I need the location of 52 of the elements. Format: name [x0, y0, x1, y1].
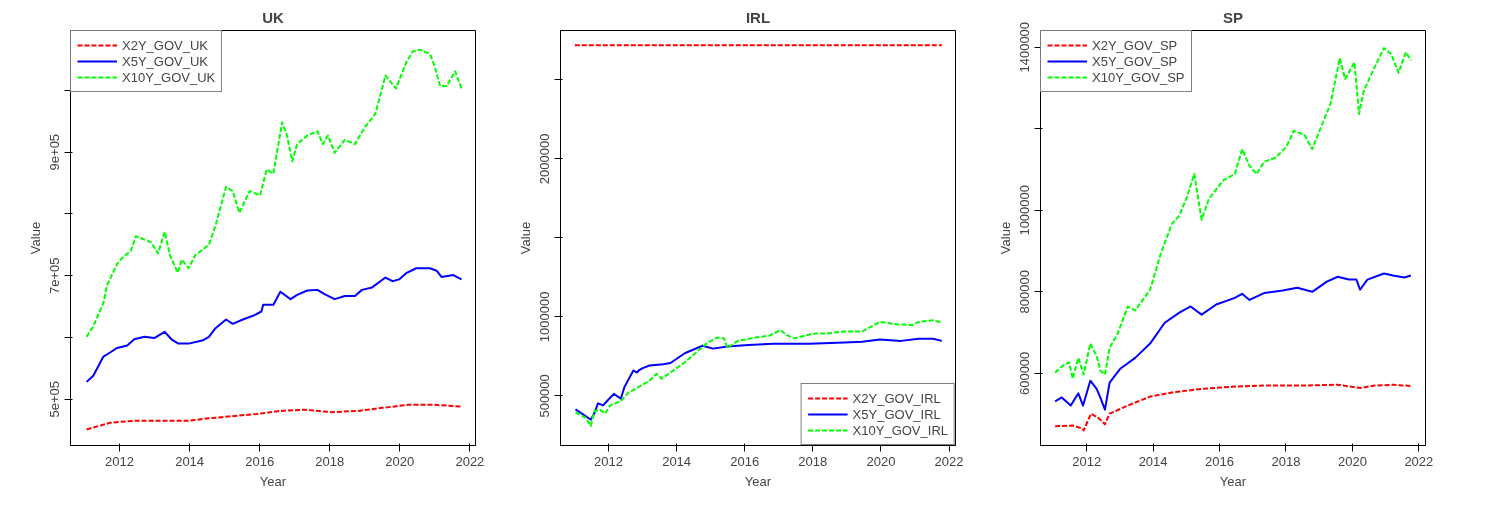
y-axis-title: Value: [997, 221, 1013, 255]
y-tick-label: 800000: [1017, 270, 1033, 314]
chart-title: IRL: [745, 8, 771, 26]
x-tick-label: 2022: [934, 453, 964, 469]
y-tick-label: 2000000: [537, 133, 553, 185]
line-series: [1054, 383, 1412, 432]
x-tick-label: 2016: [1205, 453, 1235, 469]
y-tick-label: 5e+05: [47, 380, 63, 418]
x-axis-title: Year: [1219, 473, 1247, 489]
y-axis-title: Value: [517, 221, 533, 255]
legend-label: X10Y_GOV_SP: [1092, 69, 1185, 85]
y-tick-label: 1000000: [537, 291, 553, 343]
y-tick-label: 1400000: [1017, 21, 1033, 73]
y-tick-label: 7e+05: [47, 257, 63, 294]
chart-title: SP: [1223, 8, 1244, 26]
x-tick-label: 2018: [1271, 453, 1301, 469]
y-tick-label: 9e+05: [47, 133, 63, 171]
line-series: [574, 337, 943, 421]
line-series: [85, 403, 463, 431]
line-series: [574, 319, 943, 427]
x-tick-label: 2018: [798, 453, 828, 469]
x-tick-label: 2012: [105, 453, 135, 469]
x-axis-title: Year: [744, 473, 772, 489]
x-tick-label: 2016: [245, 453, 275, 469]
x-tick-label: 2014: [175, 453, 205, 469]
x-tick-label: 2018: [315, 453, 345, 469]
x-tick-label: 2012: [1072, 453, 1102, 469]
x-tick-label: 2020: [385, 453, 415, 469]
y-axis-title: Value: [27, 221, 43, 255]
line-series: [1054, 272, 1412, 411]
line-series: [85, 267, 463, 383]
legend-label: X10Y_GOV_UK: [122, 69, 216, 85]
x-tick-label: 2014: [662, 453, 692, 469]
y-tick-label: 500000: [537, 374, 553, 418]
legend-label: X5Y_GOV_UK: [122, 53, 208, 69]
x-tick-label: 2012: [594, 453, 623, 469]
y-tick-label: 600000: [1017, 351, 1033, 396]
legend-label: X2Y_GOV_IRL: [852, 390, 941, 406]
x-tick-label: 2020: [866, 453, 896, 469]
legend-label: X2Y_GOV_UK: [122, 37, 208, 53]
legend-label: X10Y_GOV_IRL: [852, 422, 948, 438]
chart-title: UK: [262, 8, 284, 26]
x-axis-title: Year: [259, 473, 287, 489]
y-tick-label: 1000000: [1017, 184, 1033, 236]
x-tick-label: 2022: [455, 453, 485, 469]
legend-label: X5Y_GOV_SP: [1092, 53, 1178, 69]
x-tick-label: 2020: [1337, 453, 1367, 469]
x-tick-label: 2016: [730, 453, 760, 469]
x-tick-label: 2014: [1138, 453, 1168, 469]
legend-label: X5Y_GOV_IRL: [852, 406, 941, 422]
x-tick-label: 2022: [1404, 453, 1434, 469]
legend-label: X2Y_GOV_SP: [1092, 37, 1178, 53]
